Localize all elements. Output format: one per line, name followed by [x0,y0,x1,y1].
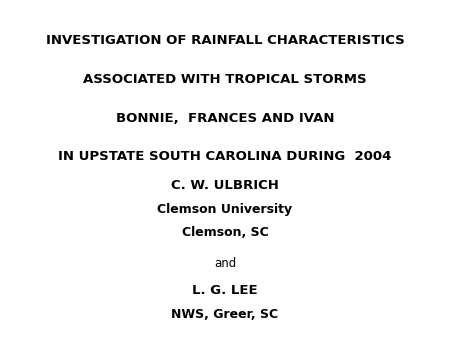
Text: C. W. ULBRICH: C. W. ULBRICH [171,179,279,192]
Text: IN UPSTATE SOUTH CAROLINA DURING  2004: IN UPSTATE SOUTH CAROLINA DURING 2004 [58,150,392,163]
Text: ASSOCIATED WITH TROPICAL STORMS: ASSOCIATED WITH TROPICAL STORMS [83,73,367,86]
Text: L. G. LEE: L. G. LEE [192,284,258,297]
Text: and: and [214,257,236,270]
Text: INVESTIGATION OF RAINFALL CHARACTERISTICS: INVESTIGATION OF RAINFALL CHARACTERISTIC… [45,34,405,47]
Text: BONNIE,  FRANCES AND IVAN: BONNIE, FRANCES AND IVAN [116,112,334,124]
Text: NWS, Greer, SC: NWS, Greer, SC [171,308,279,320]
Text: Clemson University: Clemson University [158,203,292,216]
Text: Clemson, SC: Clemson, SC [182,226,268,239]
